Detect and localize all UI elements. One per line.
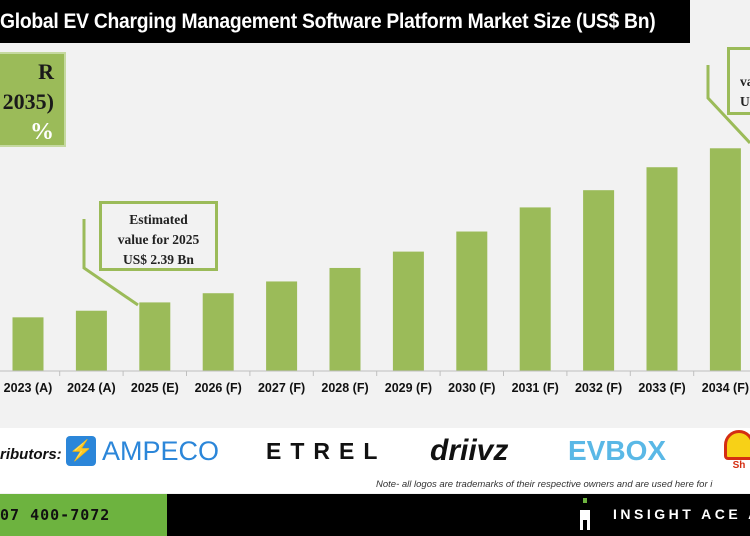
x-tick-label: 2031 (F) — [512, 381, 559, 395]
x-tick-label: 2026 (F) — [195, 381, 242, 395]
bar-2030 — [456, 231, 488, 371]
x-tick-label: 2027 (F) — [258, 381, 305, 395]
lightning-icon: ⚡ — [66, 436, 96, 466]
bar-chart: 2023 (A) 2024 (A) 2025 (E) 2026 (F) 2027 (F)… — [0, 65, 750, 395]
x-tick-label: 2024 (A) — [67, 381, 116, 395]
bar-2029 — [392, 251, 424, 371]
bar-2026 — [202, 293, 234, 371]
bar-2028 — [329, 267, 361, 371]
bar-2024 — [75, 310, 107, 371]
estimated-value-callout: Estimated value for 2025 US$ 2.39 Bn — [99, 201, 218, 271]
footer-phone[interactable]: 07 400-7072 — [0, 494, 167, 536]
footer-brand-bar: INSIGHT ACE A — [167, 494, 750, 536]
shell-icon — [724, 430, 750, 460]
evbox-logo: EVBOX — [568, 435, 667, 466]
bar-2032 — [583, 190, 615, 371]
x-tick-label: 2023 (A) — [4, 381, 53, 395]
logo-text: AMPECO — [102, 435, 220, 466]
cagr-box: R 2035) % — [0, 52, 66, 147]
cagr-line-2: 2035) — [2, 89, 54, 114]
x-tick-label: 2028 (F) — [321, 381, 368, 395]
bar-2027 — [266, 281, 298, 371]
forecast-value-callout: va U — [727, 47, 750, 115]
callout-pointer-right — [706, 65, 750, 145]
callout-line: va — [740, 74, 750, 89]
callout-pointer-left — [82, 219, 139, 307]
insightace-logo-icon — [580, 498, 590, 530]
chart-title: Global EV Charging Management Software P… — [0, 0, 690, 43]
etrel-logo: ETREL — [266, 437, 387, 464]
contributors-row: ributors: ⚡ AMPECO ETREL driivz EVBOX Sh… — [0, 428, 750, 493]
logo-text: Sh — [732, 460, 746, 471]
x-tick-label: 2032 (F) — [575, 381, 622, 395]
callout-line: value for 2025 — [117, 232, 200, 247]
brand-name: INSIGHT ACE A — [613, 506, 750, 522]
cagr-value: % — [30, 119, 54, 145]
x-tick-label: 2033 (F) — [638, 381, 685, 395]
callout-line: Estimated — [129, 212, 188, 227]
x-tick-label: 2029 (F) — [385, 381, 432, 395]
bar-2034 — [709, 148, 741, 371]
cagr-line-1: R — [38, 59, 54, 84]
bar-2025 — [139, 302, 171, 371]
bar-2023 — [12, 317, 44, 371]
callout-line: U — [740, 94, 750, 109]
x-tick-label: 2030 (F) — [448, 381, 495, 395]
x-tick-label: 2025 (E) — [131, 381, 179, 395]
contributors-label: ributors: — [0, 446, 62, 463]
ampeco-logo: ⚡ AMPECO — [66, 434, 219, 468]
x-tick-label: 2034 (F) — [702, 381, 749, 395]
callout-line: US$ 2.39 Bn — [123, 252, 194, 267]
bar-2031 — [519, 207, 551, 371]
bar-2033 — [646, 167, 678, 371]
trademark-note: Note- all logos are trademarks of their … — [376, 479, 713, 490]
driivz-logo: driivz — [430, 434, 509, 467]
shell-logo: Sh — [724, 430, 750, 476]
